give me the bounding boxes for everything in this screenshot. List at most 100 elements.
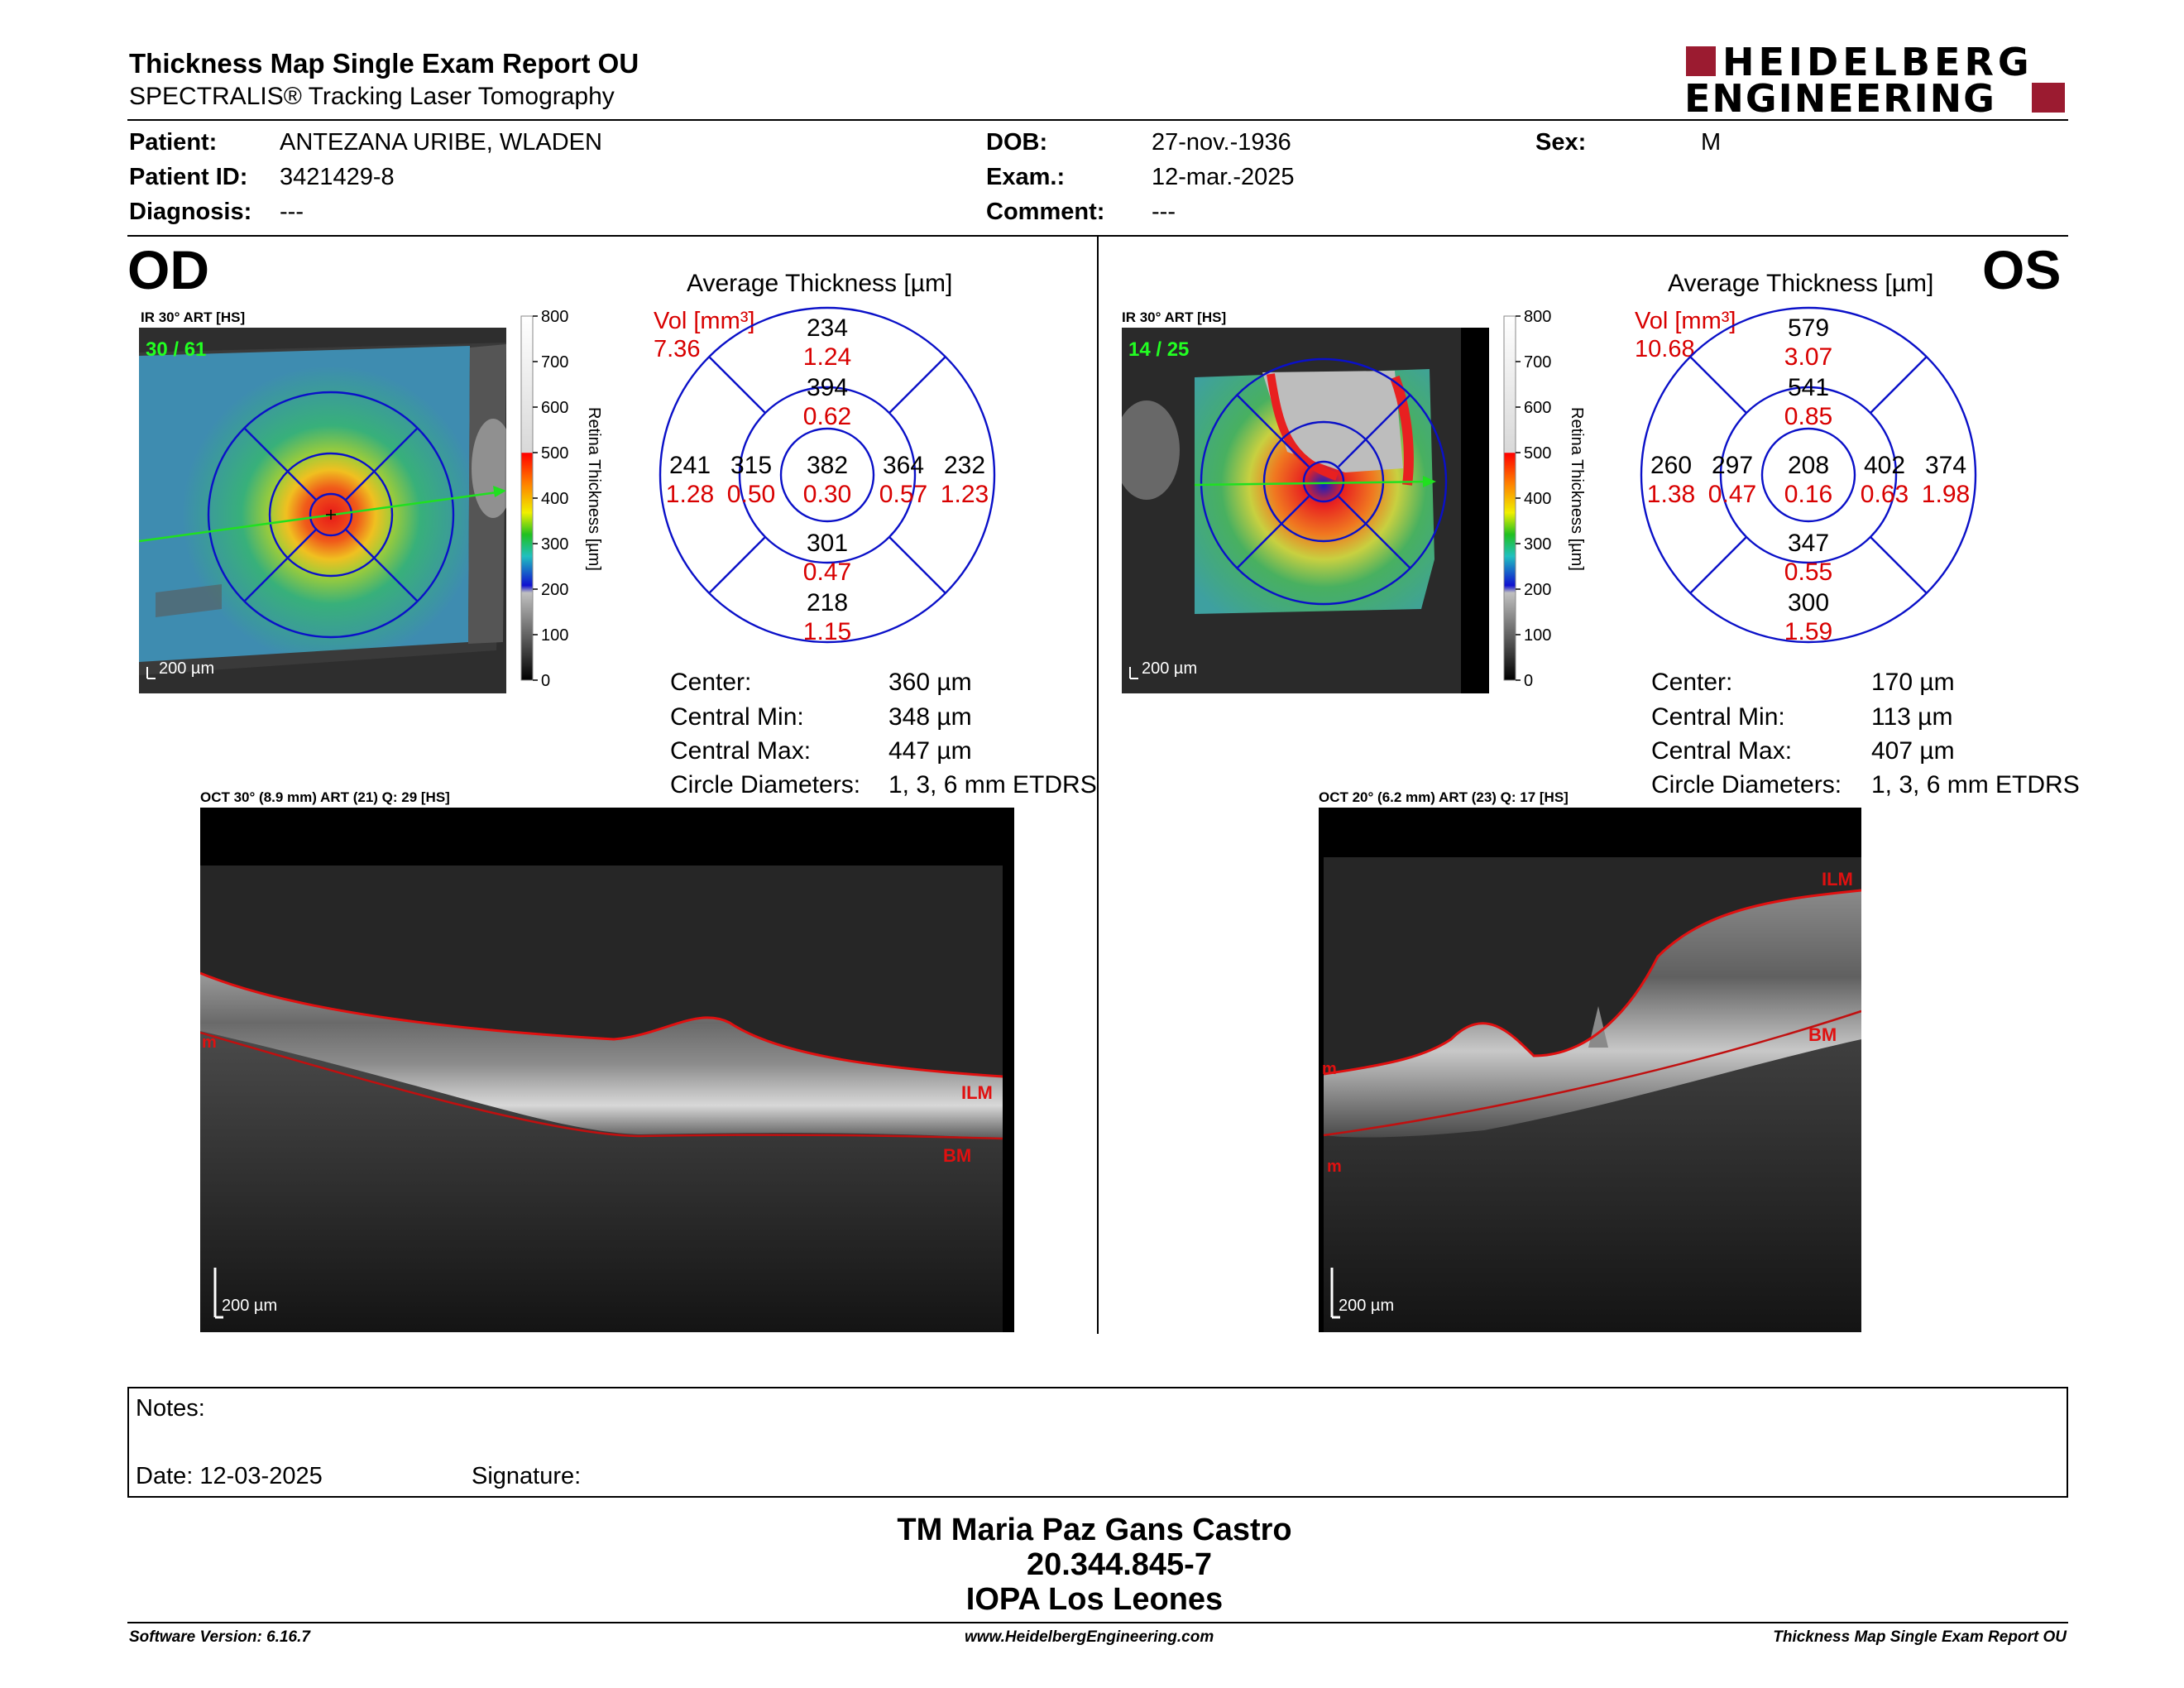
od-center-value: 360 µm: [888, 669, 972, 696]
os-outer-left-volume: 1.38: [1647, 481, 1695, 508]
os-oct-label: OCT 20° (6.2 mm) ART (23) Q: 17 [HS]: [1319, 789, 1569, 805]
od-cbar-tick: 700: [541, 353, 568, 372]
os-central-max-value: 407 µm: [1871, 737, 1955, 765]
os-inner-top-thickness: 541: [1788, 374, 1829, 401]
od-cbar-tick: 500: [541, 444, 568, 463]
os-ilm-label: ILM: [1822, 869, 1853, 890]
report-subtitle: SPECTRALIS® Tracking Laser Tomography: [129, 83, 615, 110]
signer-rut: 20.344.845-7: [1027, 1547, 1212, 1582]
signer-clinic: IOPA Los Leones: [965, 1582, 1224, 1617]
os-outer-right-volume: 1.98: [1922, 481, 1970, 508]
notes-label: Notes:: [136, 1395, 205, 1422]
diagnosis-value: ---: [280, 199, 304, 225]
os-cbar-tick: 700: [1524, 353, 1551, 372]
os-outer-bottom-volume: 1.59: [1784, 618, 1832, 645]
footer-report-name: Thickness Map Single Exam Report OU: [1773, 1628, 2067, 1646]
os-oct-scale: 200 µm: [1339, 1297, 1394, 1315]
os-bm-label: BM: [1808, 1024, 1837, 1045]
od-inner-bottom-volume: 0.47: [803, 559, 851, 586]
os-inner-left-thickness: 297: [1712, 452, 1753, 479]
eye-divider: [1097, 237, 1099, 1334]
os-central-min-value: 113 µm: [1871, 703, 1953, 731]
signer-name: TM Maria Paz Gans Castro: [897, 1513, 1292, 1547]
os-outer-top-thickness: 579: [1788, 314, 1829, 342]
patient-label: Patient:: [129, 129, 218, 156]
od-outer-right-thickness: 232: [944, 452, 985, 479]
od-bm-label: BM: [943, 1145, 971, 1166]
os-inner-right-thickness: 402: [1864, 452, 1905, 479]
logo-square-top: [1686, 46, 1716, 76]
comment-value: ---: [1152, 199, 1176, 225]
os-inner-left-volume: 0.47: [1708, 481, 1756, 508]
od-cbar-tick: 100: [541, 626, 568, 645]
os-outer-left-thickness: 260: [1650, 452, 1692, 479]
os-cbar-tick: 400: [1524, 490, 1551, 508]
od-inner-top-thickness: 394: [807, 374, 848, 401]
od-colorbar: 800 700 600 500 400 300 200 100 0 Retina…: [520, 308, 603, 690]
od-vol-label: Vol [mm³]: [654, 308, 755, 334]
od-inner-left-thickness: 315: [730, 452, 772, 479]
od-inner-right-thickness: 364: [883, 452, 924, 479]
exam-date: 12-mar.-2025: [1152, 164, 1295, 190]
os-eye-label: OS: [1982, 239, 2062, 300]
os-oct-bscan: m m ILM BM 200 µm: [1319, 808, 1861, 1332]
od-oct-scale: 200 µm: [222, 1297, 277, 1315]
os-cbar-tick: 600: [1524, 399, 1551, 417]
od-vol-value: 7.36: [654, 336, 701, 362]
comment-label: Comment:: [986, 199, 1105, 225]
od-central-min-value: 348 µm: [888, 703, 972, 731]
od-cbar-tick: 0: [541, 672, 550, 690]
os-central-min-label: Central Min:: [1651, 703, 1785, 731]
od-ir-label: IR 30° ART [HS]: [141, 309, 246, 325]
od-eye-label: OD: [127, 239, 209, 300]
od-ir-scale: 200 µm: [159, 659, 214, 678]
os-m-label: m: [1322, 1060, 1337, 1078]
os-cbar-tick: 500: [1524, 444, 1551, 463]
od-inner-right-volume: 0.57: [879, 481, 927, 508]
signer-block: TM Maria Paz Gans Castro 20.344.845-7 IO…: [0, 1513, 2184, 1617]
od-cbar-title: Retina Thickness [µm]: [585, 407, 603, 571]
signature-label: Signature:: [472, 1463, 582, 1489]
os-central-max-label: Central Max:: [1651, 737, 1793, 765]
od-outer-right-volume: 1.23: [941, 481, 989, 508]
os-m-label-lower: m: [1327, 1158, 1342, 1176]
os-cbar-tick: 100: [1524, 626, 1551, 645]
od-central-max-label: Central Max:: [670, 737, 812, 765]
od-thickness-map: 30 / 61 200 µm: [139, 328, 506, 693]
od-circle-diameters-value: 1, 3, 6 mm ETDRS: [888, 771, 1097, 798]
diagnosis-label: Diagnosis:: [129, 199, 252, 225]
os-cbar-tick: 800: [1524, 308, 1551, 326]
os-cbar-tick: 300: [1524, 535, 1551, 554]
dob-value: 27-nov.-1936: [1152, 129, 1291, 156]
od-outer-top-volume: 1.24: [803, 343, 851, 371]
dob-label: DOB:: [986, 129, 1048, 156]
os-ir-scale: 200 µm: [1142, 659, 1197, 678]
notes-box[interactable]: Notes: Date: 12-03-2025 Signature:: [127, 1387, 2068, 1498]
exam-label: Exam.:: [986, 164, 1066, 190]
od-frame-counter: 30 / 61: [146, 338, 206, 361]
od-outer-bottom-volume: 1.15: [803, 618, 851, 645]
od-inner-top-volume: 0.62: [803, 403, 851, 430]
os-ir-label: IR 30° ART [HS]: [1122, 309, 1227, 325]
date-label: Date: 12-03-2025: [136, 1463, 323, 1489]
od-oct-label: OCT 30° (8.9 mm) ART (21) Q: 29 [HS]: [200, 789, 450, 805]
website-link[interactable]: www.HeidelbergEngineering.com: [965, 1628, 1214, 1646]
od-central-max-value: 447 µm: [888, 737, 972, 765]
os-circle-diameters-label: Circle Diameters:: [1651, 771, 1842, 798]
od-m-label: m: [202, 1033, 217, 1052]
os-cbar-title: Retina Thickness [µm]: [1568, 407, 1586, 571]
od-outer-left-volume: 1.28: [666, 481, 714, 508]
sex-value: M: [1701, 129, 1722, 156]
od-ilm-label: ILM: [961, 1082, 993, 1103]
header-rule: [127, 119, 2068, 121]
od-center-thickness: 382: [807, 452, 848, 479]
os-center-volume: 0.16: [1784, 481, 1832, 508]
sex-label: Sex:: [1535, 129, 1587, 156]
od-central-min-label: Central Min:: [670, 703, 804, 731]
os-inner-bottom-volume: 0.55: [1784, 559, 1832, 586]
os-outer-top-volume: 3.07: [1784, 343, 1832, 371]
patient-id-label: Patient ID:: [129, 164, 248, 190]
os-inner-top-volume: 0.85: [1784, 403, 1832, 430]
od-avg-title: Average Thickness [µm]: [687, 270, 953, 297]
od-center-label: Center:: [670, 669, 752, 696]
